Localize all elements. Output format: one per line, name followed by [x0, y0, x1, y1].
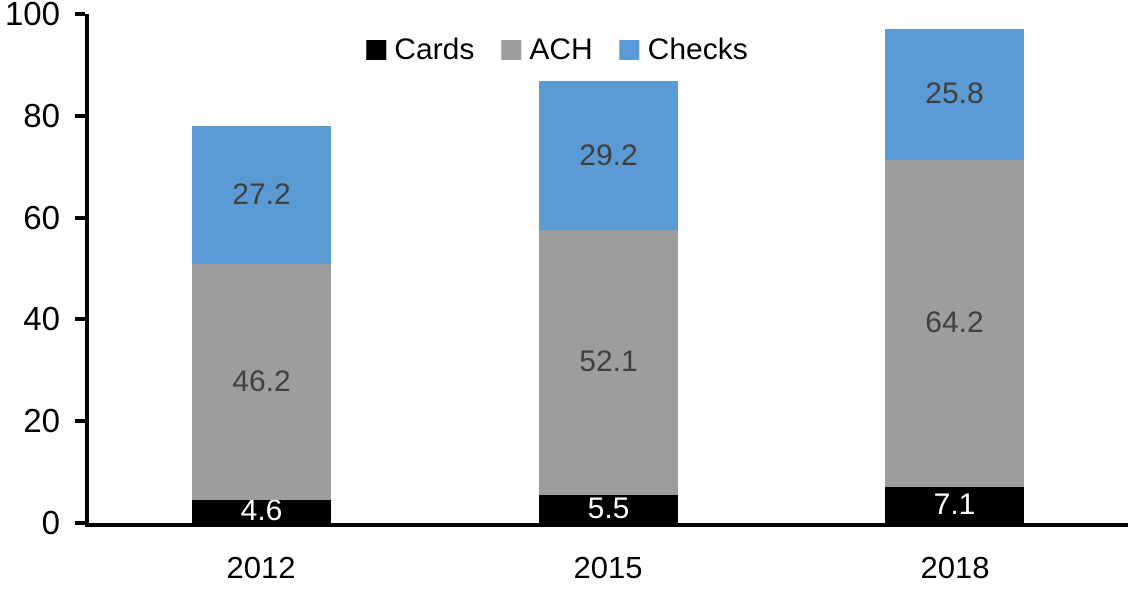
y-axis-tick-label-0: 0	[41, 504, 60, 541]
y-axis-tick-label-80: 80	[23, 96, 60, 134]
legend-item-ach: ACH	[501, 33, 593, 66]
bar-segment-checks-2015: 29.2	[539, 81, 678, 230]
bar-segment-cards-2015: 5.5	[539, 492, 678, 525]
y-axis-tick-80	[75, 113, 85, 118]
bar-segment-ach-2012: 46.2	[192, 264, 331, 500]
y-axis-tick-60	[75, 215, 85, 220]
y-axis-tick-label-60: 60	[23, 198, 60, 236]
data-label-ach-2012: 46.2	[232, 365, 291, 398]
data-label-cards-2015: 5.5	[587, 492, 630, 525]
x-axis-label-2018: 2018	[920, 550, 990, 585]
bar-segment-ach-2015: 52.1	[539, 229, 678, 495]
data-label-checks-2015: 29.2	[579, 138, 638, 172]
bar-segment-checks-2012: 27.2	[192, 125, 331, 265]
legend-item-cards: Cards	[366, 35, 474, 65]
x-axis-label-2012: 2012	[226, 550, 296, 585]
data-label-ach-2015: 52.1	[579, 345, 638, 379]
x-axis-line	[85, 523, 1128, 527]
y-axis-tick-20	[75, 419, 85, 424]
y-axis-tick-100	[75, 12, 85, 16]
legend-swatch-ach-icon	[501, 40, 522, 60]
data-label-cards-2018: 7.1	[933, 487, 976, 521]
y-axis-tick-40	[75, 317, 85, 322]
data-label-cards-2012: 4.6	[240, 494, 283, 528]
legend-swatch-checks-icon	[619, 40, 640, 60]
legend-label-checks: Checks	[647, 33, 748, 66]
legend-label-cards: Cards	[394, 33, 475, 66]
y-axis-tick-0	[75, 521, 85, 525]
y-axis-tick-label-20: 20	[23, 402, 60, 440]
legend-item-checks: Checks	[619, 33, 748, 66]
data-label-checks-2012: 27.2	[232, 178, 291, 212]
legend-swatch-cards-icon	[366, 40, 387, 60]
data-label-checks-2018: 25.8	[925, 77, 984, 111]
y-axis-line	[85, 14, 89, 525]
x-axis-label-2015: 2015	[573, 550, 643, 585]
y-axis-tick-label-100: 100	[4, 0, 60, 32]
bar-segment-cards-2012: 4.6	[192, 496, 331, 526]
bar-segment-ach-2018: 64.2	[885, 160, 1024, 487]
chart-legend: Cards ACH Checks	[366, 33, 748, 66]
bar-segment-cards-2018: 7.1	[885, 486, 1024, 523]
y-axis-tick-label-40: 40	[23, 300, 60, 338]
bar-segment-checks-2018: 25.8	[885, 28, 1024, 161]
legend-label-ach: ACH	[529, 33, 593, 66]
data-label-ach-2018: 64.2	[925, 306, 984, 340]
